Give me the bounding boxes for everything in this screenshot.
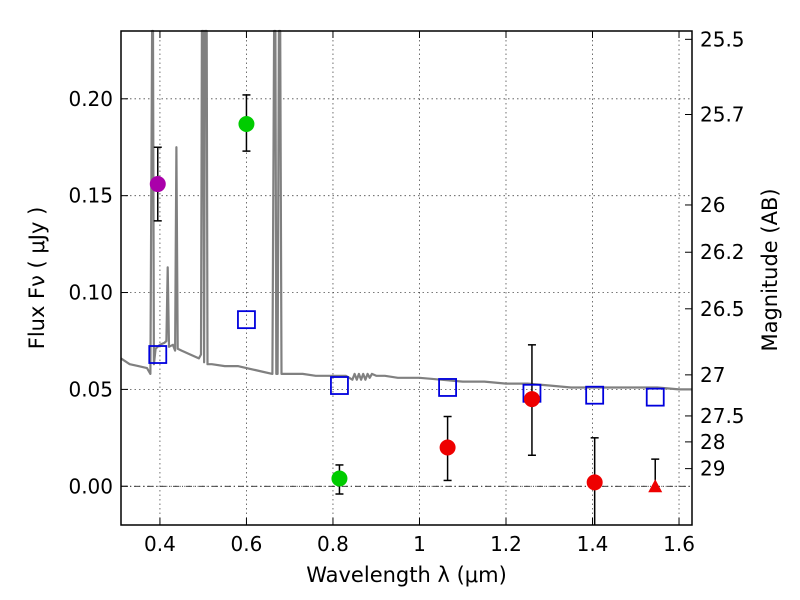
data-markers [148, 115, 665, 493]
magnitude-tick-label: 26.2 [700, 240, 745, 264]
magnitude-tick-label: 25.5 [700, 27, 745, 51]
data-point-marker [149, 176, 166, 193]
x-tick-label: 1 [413, 532, 426, 556]
x-tick-label: 1.2 [490, 532, 522, 556]
x-tick-label: 0.8 [317, 532, 349, 556]
magnitude-tick-label: 27 [700, 363, 725, 387]
data-point-marker [331, 470, 348, 487]
model-square-marker [438, 378, 457, 397]
y-tick-label: 0.10 [68, 281, 113, 305]
data-point-marker [238, 115, 255, 132]
error-bars [153, 94, 660, 525]
x-tick-label: 0.6 [231, 532, 263, 556]
y-tick-label: 0.15 [68, 184, 113, 208]
magnitude-tick-label: 26 [700, 193, 725, 217]
plot-frame [120, 30, 693, 526]
upper-limit-marker [648, 479, 663, 493]
magnitude-tick-label: 26.5 [700, 297, 745, 321]
model-square-marker [645, 387, 665, 407]
data-point-marker [439, 439, 456, 456]
y-tick-label: 0.05 [68, 377, 113, 401]
data-point-marker [586, 474, 603, 491]
magnitude-tick-label: 27.5 [700, 404, 745, 428]
x-axis-title: Wavelength λ (μm) [306, 563, 507, 587]
x-tick-label: 1.4 [577, 532, 609, 556]
axis-ticks: 0.4 0.6 0.8 1 1.2 1.4 1.6 0.00 0.05 0.10 0.15 0.20 2… [68, 27, 744, 556]
model-square-marker [585, 385, 605, 405]
model-square-marker [237, 310, 256, 330]
y-axis-title: Flux Fν ( μJy ) [25, 207, 49, 350]
data-point-marker [523, 391, 540, 408]
right-axis-title: Magnitude (AB) [758, 188, 782, 351]
magnitude-tick-label: 28 [700, 430, 725, 454]
model-square-marker [148, 345, 168, 364]
sed-model-curve [120, 29, 692, 391]
model-square-marker [330, 376, 349, 395]
magnitude-tick-label: 29 [700, 457, 725, 481]
y-tick-label: 0.20 [68, 87, 113, 111]
y-tick-label: 0.00 [68, 474, 113, 498]
x-tick-label: 0.4 [144, 532, 176, 556]
magnitude-tick-label: 25.7 [700, 102, 745, 126]
x-tick-label: 1.6 [663, 532, 695, 556]
